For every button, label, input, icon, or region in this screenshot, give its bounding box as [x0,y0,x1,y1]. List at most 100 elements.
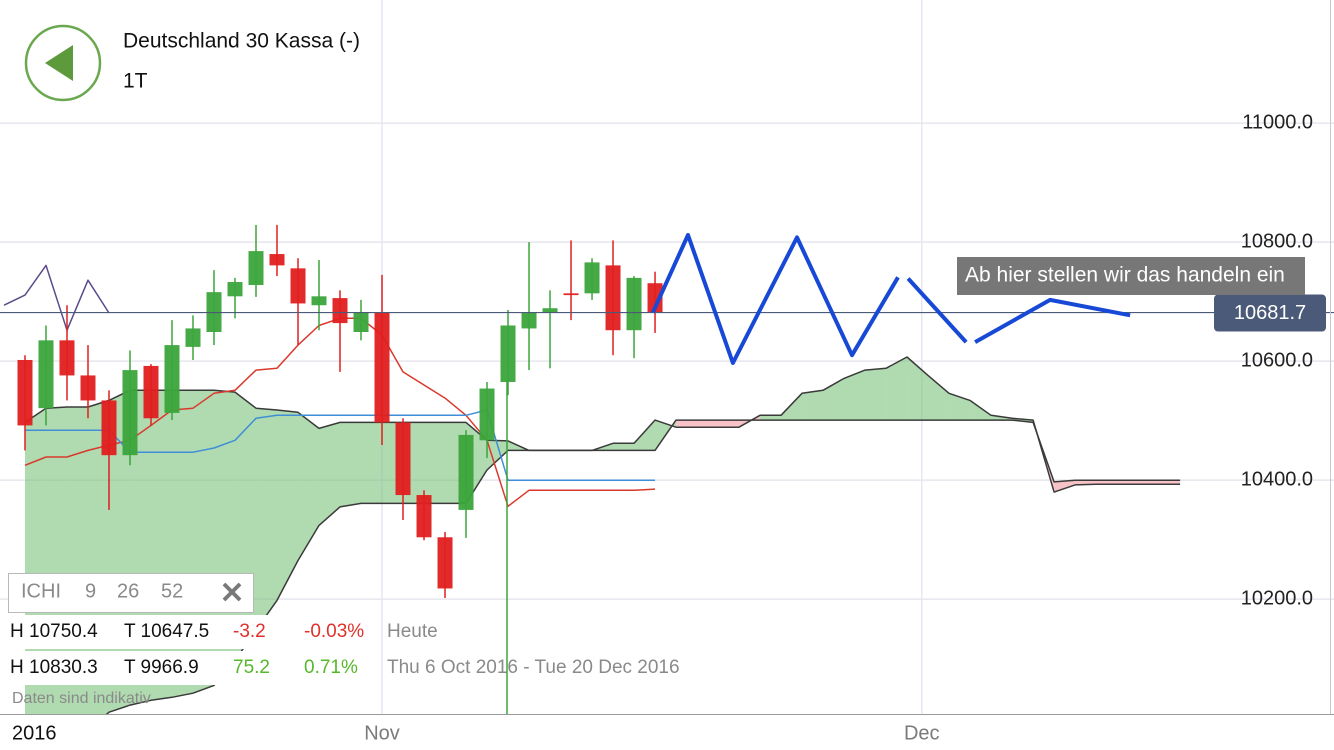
forecast-line [974,297,1131,344]
cloud-fill [865,368,887,421]
stat-low: T 9966.9 [124,657,199,678]
disclaimer: Daten sind indikativ [12,690,151,707]
cloud-fill [634,420,656,451]
indicator-param: 26 [117,580,139,602]
year-label: 2016 [12,722,57,744]
candle-body [269,254,285,266]
cloud-fill [1159,480,1181,485]
back-button[interactable] [24,24,102,102]
stat-change: -3.2 [233,621,266,642]
cloud-fill [949,393,971,421]
stat-change: 75.2 [233,657,270,678]
candle-body [584,262,600,294]
candle-body [59,340,75,376]
chart-title: Deutschland 30 Kassa (-) [123,30,360,53]
stat-high: H 10750.4 [10,621,98,642]
forecast-line [906,277,968,344]
y-tick-label: 10400.0 [1241,468,1313,490]
candle-body [290,268,306,304]
candle-body [101,400,117,456]
candle-body [374,312,390,423]
stats-row-bg [0,651,378,685]
annotation: Ab hier stellen wir das handeln ein [965,264,1285,287]
chikou-line [3,264,110,331]
candle-body [311,296,327,306]
indicator-param: 9 [85,580,96,602]
cloud-fill [361,422,383,504]
candle-body [605,265,621,331]
cloud-fill [340,422,362,507]
close-icon[interactable] [222,582,242,602]
candle-body [500,325,516,382]
candle-body [479,388,495,441]
cloud-fill [886,357,908,421]
stat-period: Thu 6 Oct 2016 - Tue 20 Dec 2016 [387,657,680,678]
cloud-fill [298,412,320,561]
candle-body [395,422,411,496]
cloud-fill [970,400,992,421]
candle-body [458,434,474,510]
cloud-fill [1138,480,1160,485]
stat-low: T 10647.5 [124,621,209,642]
candle-body [542,308,558,313]
indicator-box[interactable]: ICHI 9 26 52 [8,573,254,613]
timeframe: 1T [123,70,148,93]
candle-body [437,537,453,589]
candle-body [563,293,579,296]
candle-body [143,365,159,419]
cloud-fill [676,420,698,428]
last-price-badge [1214,294,1326,332]
stat-high: H 10830.3 [10,657,98,678]
candle-body [185,328,201,347]
indicator-param: 52 [161,580,183,602]
cloud-fill [697,420,719,428]
cloud-span-a [24,356,1181,493]
stat-period: Heute [387,621,438,642]
candle-body [38,340,54,409]
x-tick-label: Dec [904,722,940,744]
candle-body [332,298,348,324]
cloud-fill [781,393,803,421]
cloud-fill [256,408,278,631]
indicator-frame[interactable] [8,573,254,613]
candle-body [521,312,537,329]
annotation-box [957,257,1305,295]
cloud-fill [907,357,929,421]
cloud-fill [319,422,341,526]
overlay: 10200.0 10400.0 10600.0 10800.0 11000.0 10681… [957,111,1326,609]
cloud-fill [718,420,740,428]
cloud-fill [1096,480,1118,485]
candle-body [80,375,96,401]
cloud-fill [823,378,845,421]
cloud-fill [760,415,782,421]
cloud-fill [277,409,299,601]
cloud-fill [487,440,509,471]
cloud-fill [1117,480,1139,485]
y-tick-label: 11000.0 [1242,111,1313,133]
back-arrow[interactable] [45,45,73,81]
cloud-fill [802,390,824,421]
candle-body [227,282,243,297]
stat-change-pct: -0.03% [304,621,364,642]
x-tick-label: Nov [364,722,400,744]
remove-indicator[interactable] [222,582,242,602]
candle-body [626,277,642,331]
cloud-fill [613,443,635,451]
cloud-fill [928,375,950,421]
candle-body [164,345,180,413]
candle-body [416,495,432,538]
candle-body [647,283,663,313]
cloud-fill [1054,480,1076,493]
indicator-name: ICHI [21,580,61,602]
stat-change-pct: 0.71% [304,657,358,678]
cloud-fill [844,370,866,421]
cloud-fill [424,422,446,504]
y-tick-label: 10800.0 [1241,230,1313,252]
y-tick-label: 10200.0 [1241,587,1313,609]
candle-body [17,359,33,426]
candle-body [248,251,264,286]
cloud-fill [508,440,530,451]
y-tick-label: 10600.0 [1241,349,1313,371]
